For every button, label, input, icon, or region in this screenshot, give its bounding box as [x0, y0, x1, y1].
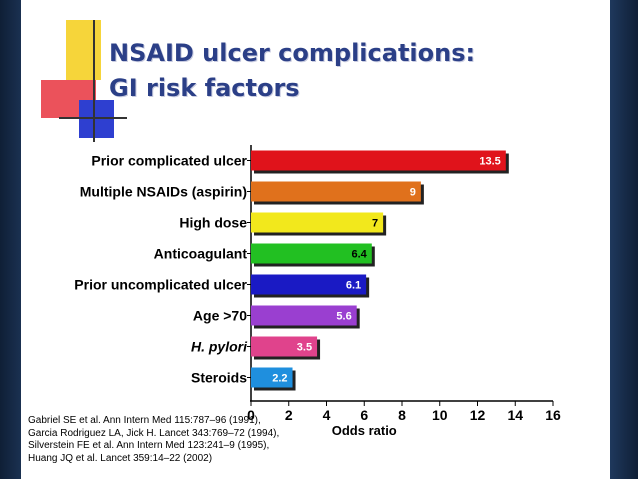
category-label: Multiple NSAIDs (aspirin)	[80, 184, 247, 200]
category-label: Steroids	[191, 370, 247, 386]
x-tick-label: 8	[398, 407, 406, 423]
category-label: Anticoagulant	[154, 246, 248, 262]
category-label: Prior complicated ulcer	[91, 153, 247, 169]
bar	[251, 212, 384, 233]
bar	[251, 150, 506, 171]
x-tick-label: 6	[360, 407, 368, 423]
bar	[251, 181, 421, 202]
bar-value-label: 9	[410, 187, 416, 199]
title-line-1: NSAID ulcer complications:	[109, 39, 476, 67]
bar-value-label: 6.1	[346, 280, 361, 292]
reference-item: Silverstein FE et al. Ann Intern Med 123…	[28, 440, 270, 451]
bar	[251, 336, 318, 357]
category-label: High dose	[179, 215, 247, 231]
references-list: Gabriel SE et al. Ann Intern Med 115:787…	[28, 415, 279, 465]
bar	[251, 243, 372, 264]
x-tick-label: 14	[507, 407, 523, 423]
title-line-2: GI risk factors	[109, 74, 300, 102]
x-axis-label: Odds ratio	[332, 423, 397, 438]
slide: NSAID ulcer complications: GI risk facto…	[21, 0, 610, 479]
slide-title: NSAID ulcer complications: GI risk facto…	[109, 36, 475, 106]
category-label: H. pylori	[191, 339, 248, 355]
reference-item: Huang JQ et al. Lancet 359:14–22 (2002)	[28, 452, 213, 464]
x-tick-label: 0	[247, 407, 255, 423]
bar-value-label: 13.5	[479, 156, 500, 168]
bar-value-label: 6.4	[352, 249, 368, 261]
x-tick-label: 2	[285, 407, 293, 423]
bar	[251, 305, 357, 326]
bar-value-label: 2.2	[272, 373, 287, 385]
category-label: Prior uncomplicated ulcer	[74, 277, 247, 293]
x-tick-label: 10	[432, 407, 448, 423]
x-tick-label: 16	[545, 407, 561, 423]
x-tick-label: 12	[470, 407, 486, 423]
odds-ratio-bar-chart: Prior complicated ulcer 13.5 Multiple NSAI…	[74, 145, 561, 438]
bar-value-label: 5.6	[336, 311, 351, 323]
bar-value-label: 3.5	[297, 342, 312, 354]
x-tick-label: 4	[323, 407, 331, 423]
bar	[251, 274, 367, 295]
category-label: Age >70	[193, 308, 247, 324]
reference-item: Garcia Rodriguez LA, Jick H. Lancet 343:…	[28, 427, 280, 439]
reference-item: Gabriel SE et al. Ann Intern Med 115:787…	[28, 415, 261, 426]
bar-value-label: 7	[372, 218, 378, 230]
bar	[251, 367, 293, 388]
